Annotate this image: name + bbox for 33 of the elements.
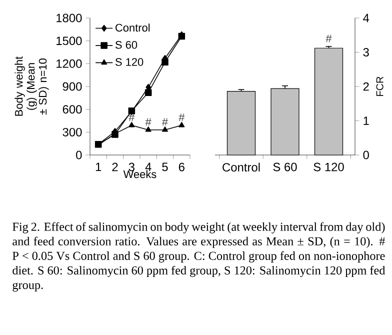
y-tick-label: 1 [364, 116, 369, 125]
y-tick-label: 300 [62, 128, 82, 136]
y-tick-label: 600 [62, 105, 82, 114]
x-tick-label: 4 [145, 162, 152, 171]
y-tick-label: 2 [363, 82, 369, 91]
x-tick-label: 5 [162, 162, 168, 172]
y-axis-title: Body weight (g) (Mean ± SD) n=10 [14, 56, 49, 116]
annotation: # [162, 118, 168, 126]
x-tick-label: S 60 [273, 162, 297, 172]
y-tick-label: 1500 [56, 36, 82, 46]
legend-label: S 120 [115, 58, 144, 66]
annotation: # [326, 34, 332, 42]
x-tick-label: S 120 [314, 162, 344, 172]
y-tick-label: 0 [363, 150, 369, 160]
annotation: # [178, 114, 185, 122]
y-tick-label: 0 [76, 150, 82, 160]
y-axis-title: FCR [376, 76, 384, 96]
annotation: # [145, 118, 152, 126]
legend-label: Control [116, 24, 150, 32]
caption: Fig 2. Effect of salinomycin on body weight (at weekly interval from day old) and feed conversion ratio. Values are expressed as Mean ± SD, (n = 10). # P < 0.05 Vs Control and S 60 group. C: Control group fed on non-ionophore diet. S 60: Salinomycin 60 ppm fed group, S 120: Salinomycin 120 ppm fed group. [12, 222, 386, 292]
x-tick-label: Control [222, 162, 260, 172]
y-tick-label: 1200 [56, 59, 82, 68]
annotation: # [128, 114, 135, 122]
y-tick-label: 3 [363, 48, 369, 56]
legend-label: S 60 [115, 40, 138, 49]
y-tick-label: 4 [363, 14, 370, 22]
x-tick-label: 6 [178, 162, 184, 172]
x-tick-label: 3 [128, 162, 134, 172]
y-tick-label: 1800 [56, 14, 82, 22]
x-tick-label: 2 [112, 162, 118, 172]
x-tick-label: 1 [96, 162, 102, 171]
x-axis-title: Weeks [123, 170, 156, 178]
y-tick-label: 900 [62, 82, 82, 91]
